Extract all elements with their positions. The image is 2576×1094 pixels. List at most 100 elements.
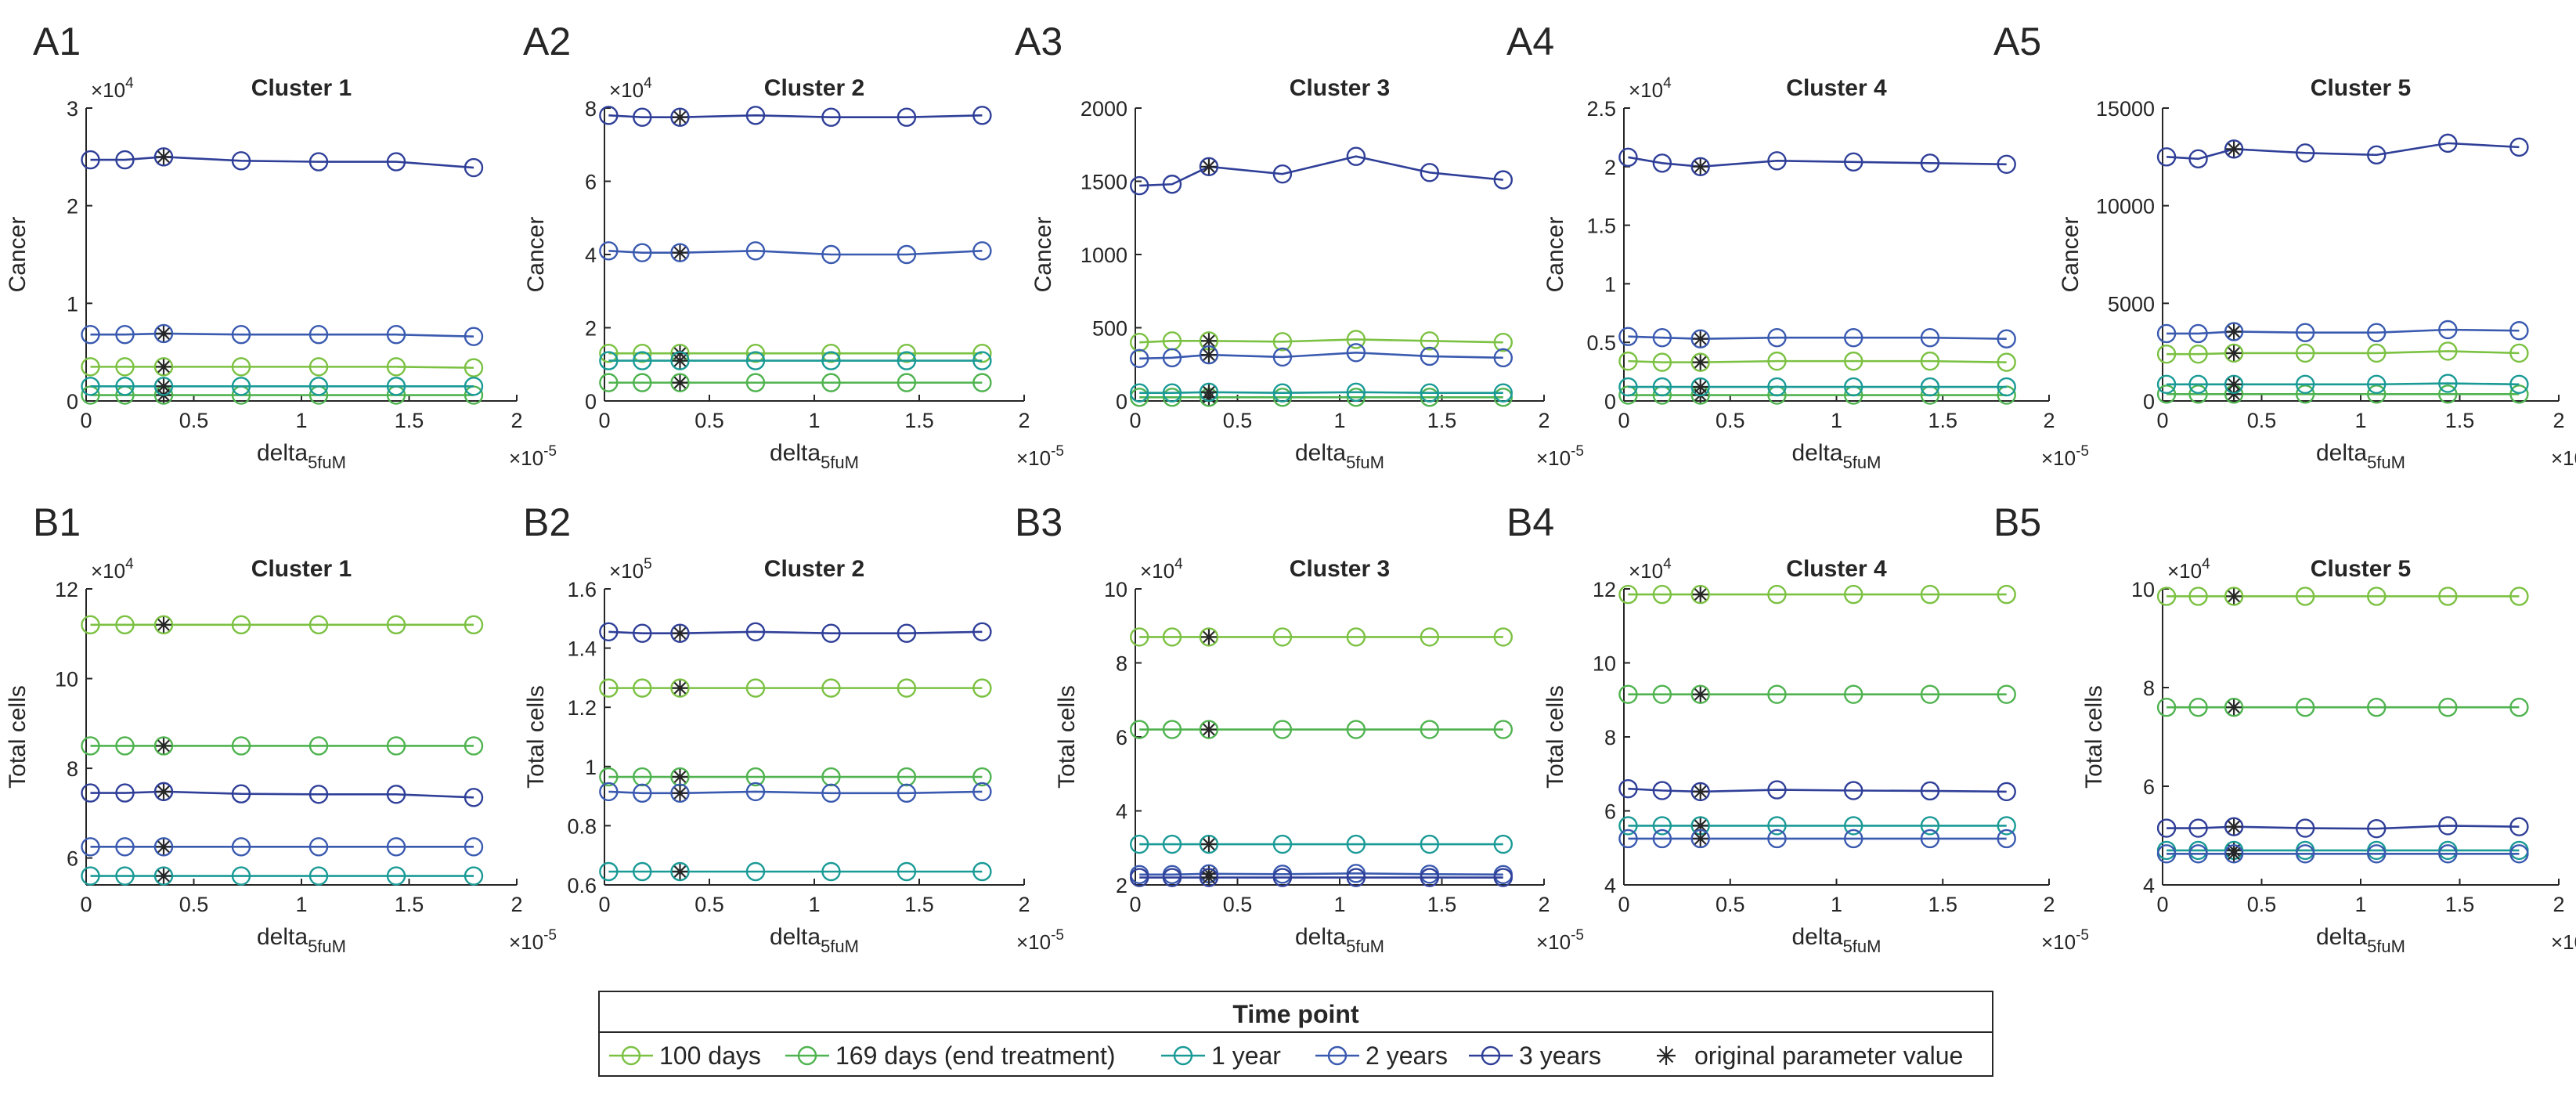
data-point (972, 678, 992, 698)
panel-label: B3 (1015, 500, 1063, 544)
data-point (599, 861, 619, 882)
original-value-marker-stroke (1203, 334, 1215, 348)
data-point (821, 344, 841, 363)
series-100-days (2156, 341, 2529, 364)
data-point (599, 241, 619, 261)
data-point (1844, 816, 1863, 836)
data-point (670, 351, 690, 370)
data-point (2156, 147, 2177, 167)
data-point (1420, 627, 1440, 647)
data-point (231, 357, 251, 377)
x-axis-label: delta5fuM (770, 440, 859, 472)
data-point (1997, 377, 2016, 397)
data-point (231, 325, 251, 345)
data-point (231, 615, 251, 635)
data-point (1346, 388, 1366, 407)
y-axis-label: Total cells (5, 685, 31, 789)
y-exponent-label: ×104 (1629, 556, 1672, 583)
data-point (2367, 374, 2387, 395)
data-point (464, 615, 484, 635)
series-line (2167, 350, 2520, 356)
data-point (2156, 844, 2177, 864)
data-point (1493, 627, 1513, 647)
original-value-marker-stroke (2228, 388, 2240, 401)
legend-label: 100 days (659, 1042, 761, 1070)
data-point (464, 327, 484, 346)
data-point (1652, 684, 1672, 704)
data-point (386, 785, 406, 804)
data-point (1162, 175, 1182, 194)
series-2-years (599, 782, 992, 803)
data-point (633, 767, 652, 787)
y-tick-label: 8 (2143, 677, 2155, 700)
x-tick-label: 0 (80, 409, 92, 432)
data-point (1420, 388, 1440, 407)
series-3-years (2156, 816, 2529, 839)
x-tick-label: 2 (2043, 893, 2055, 916)
data-point (2188, 374, 2208, 395)
data-point (2295, 143, 2315, 163)
data-point (81, 837, 100, 857)
series-line (2166, 142, 2520, 161)
x-tick-label: 1 (2354, 409, 2366, 432)
series-2-years (2156, 320, 2529, 344)
data-point (1844, 781, 1863, 800)
data-point (2509, 587, 2529, 606)
legend-entry: 169 days (end treatment) (785, 1042, 1116, 1070)
chart-title: Cluster 4 (1786, 556, 1887, 582)
data-point (2509, 374, 2529, 395)
original-value-marker (156, 359, 171, 375)
series-169-days-end-treatment (2156, 698, 2529, 717)
x-tick-label: 0 (598, 893, 610, 916)
data-point (1493, 170, 1513, 190)
y-tick-label: 6 (1116, 726, 1127, 749)
x-tick-label: 1.5 (2445, 893, 2475, 916)
series-169-days-end-treatment (1130, 720, 1513, 739)
legend: Time point 100 days 169 days (end treatmen… (598, 991, 1993, 1077)
panel-b2: B2 Cluster 2 0 0.5 1 1.5 2 0.6 0.8 1 1.2 1.4 1.6 ×105… (523, 500, 1064, 956)
data-point (115, 783, 135, 803)
data-point (2438, 816, 2458, 836)
series-2-years (81, 837, 484, 857)
data-point (2367, 818, 2387, 839)
data-point (2438, 341, 2458, 361)
y-axis-label: Cancer (2058, 217, 2084, 293)
data-point (1493, 388, 1513, 407)
data-point (1162, 388, 1182, 407)
y-exponent-label: ×105 (609, 556, 652, 583)
y-axis-label: Cancer (523, 217, 549, 293)
data-point (308, 152, 329, 172)
panel-a5: A5 Cluster 5 0 0.5 1 1.5 2 0 5000 10000 15000 ×10-5… (1993, 20, 2576, 472)
original-value-marker-stroke (1694, 588, 1707, 601)
series-100-days (1618, 351, 2016, 372)
data-point (599, 106, 619, 125)
x-tick-label: 1.5 (1427, 893, 1457, 916)
data-point (897, 767, 917, 787)
data-point (821, 861, 841, 882)
data-point (1272, 332, 1293, 352)
data-point (821, 244, 841, 265)
series-169-days-end-treatment (1618, 684, 2016, 704)
original-value-marker-stroke (2228, 377, 2240, 391)
series-line (1628, 156, 2007, 168)
x-tick-label: 0 (80, 893, 92, 916)
data-point (2156, 385, 2177, 404)
data-point (1690, 684, 1710, 704)
y-tick-label: 0.5 (1586, 331, 1616, 355)
data-point (2295, 587, 2315, 606)
original-value-marker (2226, 846, 2242, 862)
data-point (1162, 834, 1182, 854)
y-tick-label: 0 (1116, 390, 1127, 413)
original-value-marker-stroke (2228, 347, 2240, 359)
data-point (308, 325, 329, 345)
data-point (2295, 698, 2315, 717)
y-exponent-label: ×104 (1629, 75, 1672, 102)
original-value-marker-stroke (2228, 590, 2240, 603)
data-point (231, 151, 251, 171)
data-point (1997, 782, 2016, 802)
original-value-marker (156, 616, 171, 633)
series-2-years (81, 323, 484, 346)
original-value-marker-stroke (1694, 356, 1707, 369)
data-point (153, 615, 174, 635)
